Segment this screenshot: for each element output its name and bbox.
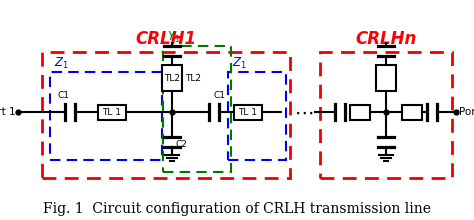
Text: Port 2: Port 2 [459, 107, 474, 117]
Bar [228, 72, 286, 160]
Text: TL 1: TL 1 [102, 108, 121, 117]
Bar [234, 104, 262, 119]
Text: TL2: TL2 [164, 73, 180, 82]
Text: CRLH1: CRLH1 [136, 30, 197, 48]
Text: C1: C1 [58, 91, 70, 100]
Bar [376, 65, 396, 91]
Text: C1: C1 [214, 91, 226, 100]
Bar [50, 72, 162, 160]
Text: CRLHn: CRLHn [356, 30, 417, 48]
Bar [42, 52, 290, 178]
Bar [320, 52, 452, 178]
Text: $Y_1$: $Y_1$ [167, 30, 181, 45]
Text: Fig. 1  Circuit configuration of CRLH transmission line: Fig. 1 Circuit configuration of CRLH tra… [43, 202, 431, 216]
Bar [350, 104, 370, 119]
Bar [402, 104, 422, 119]
Text: TL2: TL2 [185, 73, 201, 82]
Text: $Z_1$: $Z_1$ [54, 56, 69, 71]
Text: TL 1: TL 1 [238, 108, 257, 117]
Text: $\cdots$: $\cdots$ [294, 103, 314, 121]
Bar [163, 46, 231, 172]
Bar [98, 104, 126, 119]
Text: $Z_1$: $Z_1$ [232, 56, 247, 71]
Text: C2: C2 [176, 140, 188, 149]
Text: Port 1: Port 1 [0, 107, 16, 117]
Bar [162, 65, 182, 91]
